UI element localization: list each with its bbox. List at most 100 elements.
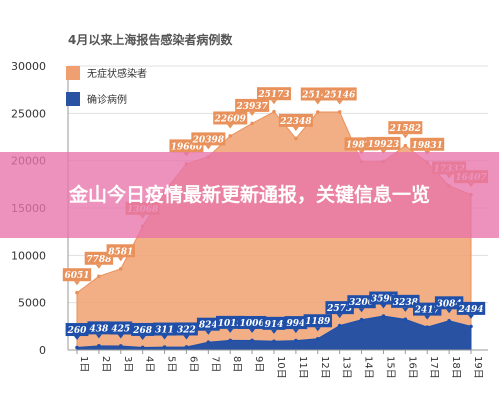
data-label-text: 1015: [218, 319, 243, 329]
data-point: [228, 134, 233, 138]
data-label-text: 2417: [414, 306, 441, 316]
legend-label-confirmed: 确诊病例: [87, 93, 127, 106]
data-label-pointer: [249, 328, 256, 333]
area-confirmed: [76, 315, 472, 351]
data-label-pointer: [424, 315, 431, 320]
data-label-text: 3238: [393, 298, 419, 308]
data-label-box: [216, 315, 245, 329]
data-point: [250, 121, 254, 126]
x-tick-label: 18日: [450, 356, 461, 379]
x-tick-label: 12日: [319, 356, 330, 379]
data-label-text: 2494: [457, 305, 483, 315]
data-label-box: [235, 98, 270, 112]
data-label-asymptomatic: 7788: [84, 251, 114, 269]
data-label-box: [213, 111, 248, 125]
data-label-text: 19660: [171, 142, 203, 152]
data-label-pointer: [205, 330, 212, 335]
y-tick-label: 30000: [11, 60, 46, 73]
data-label-pointer: [314, 100, 321, 105]
data-point: [97, 274, 101, 279]
data-label-pointer: [74, 336, 80, 341]
data-label-confirmed: 824: [196, 317, 220, 335]
data-label-text: 425: [111, 324, 130, 334]
data-label-confirmed: 1006: [237, 315, 267, 333]
data-label-asymptomatic: 8581: [106, 244, 135, 262]
data-labels: 6051778885811306819660203982260923937251…: [62, 87, 488, 341]
data-label-box: [153, 322, 176, 336]
data-label-confirmed: 3084: [434, 296, 464, 314]
data-label-confirmed: 1189: [303, 314, 332, 332]
data-label-text: 21582: [389, 124, 421, 134]
data-label-text: 19872: [346, 140, 377, 150]
data-label-pointer: [271, 329, 277, 334]
data-point: [272, 109, 276, 114]
x-tick-label: 19日: [472, 356, 483, 379]
data-label-confirmed: 914: [262, 316, 286, 334]
data-label-box: [413, 302, 442, 316]
data-label-pointer: [74, 281, 80, 286]
x-axis: 1日 2日 3日 4日 5日 6日 7日 8日 9日 10日 11日 12日 13日 14日 15日 16日 1…: [68, 349, 488, 379]
x-tick-label: 8日: [231, 356, 242, 372]
x-tick-label: 15日: [384, 356, 395, 379]
data-label-text: 25173: [257, 90, 289, 100]
data-label-pointer: [358, 308, 365, 313]
data-label-box: [347, 295, 376, 309]
data-label-pointer: [336, 314, 343, 319]
data-label-pointer: [227, 124, 234, 129]
x-tick-label: 13日: [341, 356, 352, 379]
data-label-text: 3084: [437, 299, 462, 309]
data-label-confirmed: 2494: [456, 301, 486, 319]
data-label-text: 824: [199, 321, 218, 331]
data-label-box: [87, 321, 111, 335]
data-label-box: [303, 314, 332, 328]
data-label-pointer: [95, 334, 102, 339]
data-label-text: 1006: [240, 319, 266, 329]
data-label-box: [284, 316, 308, 330]
x-tick-label: 9日: [253, 356, 264, 372]
data-label-asymptomatic: 22609: [213, 111, 248, 129]
x-tick-label: 17日: [428, 356, 439, 379]
data-label-box: [237, 315, 267, 329]
data-label-pointer: [117, 334, 124, 339]
data-point: [184, 345, 189, 349]
data-label-pointer: [205, 145, 212, 150]
y-tick-label: 5000: [18, 297, 46, 310]
data-label-text: 1189: [305, 317, 331, 327]
data-label-asymptomatic: 25146: [322, 87, 357, 105]
data-point: [403, 317, 408, 322]
data-label-asymptomatic: 22348: [278, 113, 313, 131]
data-label-asymptomatic: 21582: [388, 121, 423, 139]
data-label-asymptomatic: 19923: [366, 136, 401, 154]
data-point: [118, 266, 123, 271]
x-tick-label: 2日: [100, 356, 111, 372]
data-label-asymptomatic: 6051: [62, 268, 92, 286]
data-label-confirmed: 3200: [347, 295, 376, 313]
data-label-text: 22348: [279, 117, 312, 127]
data-label-text: 994: [286, 319, 305, 329]
data-label-confirmed: 3590: [369, 291, 398, 309]
data-label-text: 20398: [192, 135, 225, 145]
x-tick-label: 11日: [297, 356, 308, 379]
legend: 无症状感染者 确诊病例: [66, 66, 147, 106]
data-point: [294, 338, 298, 343]
data-point: [315, 336, 320, 341]
data-point: [75, 345, 79, 350]
data-point: [206, 340, 211, 344]
data-label-text: 914: [265, 320, 284, 330]
data-label-box: [191, 132, 226, 146]
data-label-text: 22609: [214, 114, 247, 124]
data-label-pointer: [271, 100, 277, 105]
data-label-text: 311: [155, 326, 174, 336]
data-point: [315, 110, 320, 114]
data-label-box: [131, 322, 155, 336]
legend-label-asymptomatic: 无症状感染者: [87, 67, 147, 80]
data-label-text: 25141: [301, 90, 333, 100]
data-label-text: 3590: [371, 295, 397, 305]
data-label-pointer: [249, 111, 256, 116]
data-label-box: [65, 323, 89, 337]
data-label-text: 6051: [64, 271, 89, 281]
data-label-pointer: [292, 126, 299, 131]
data-point: [140, 345, 145, 350]
data-label-box: [388, 121, 423, 135]
